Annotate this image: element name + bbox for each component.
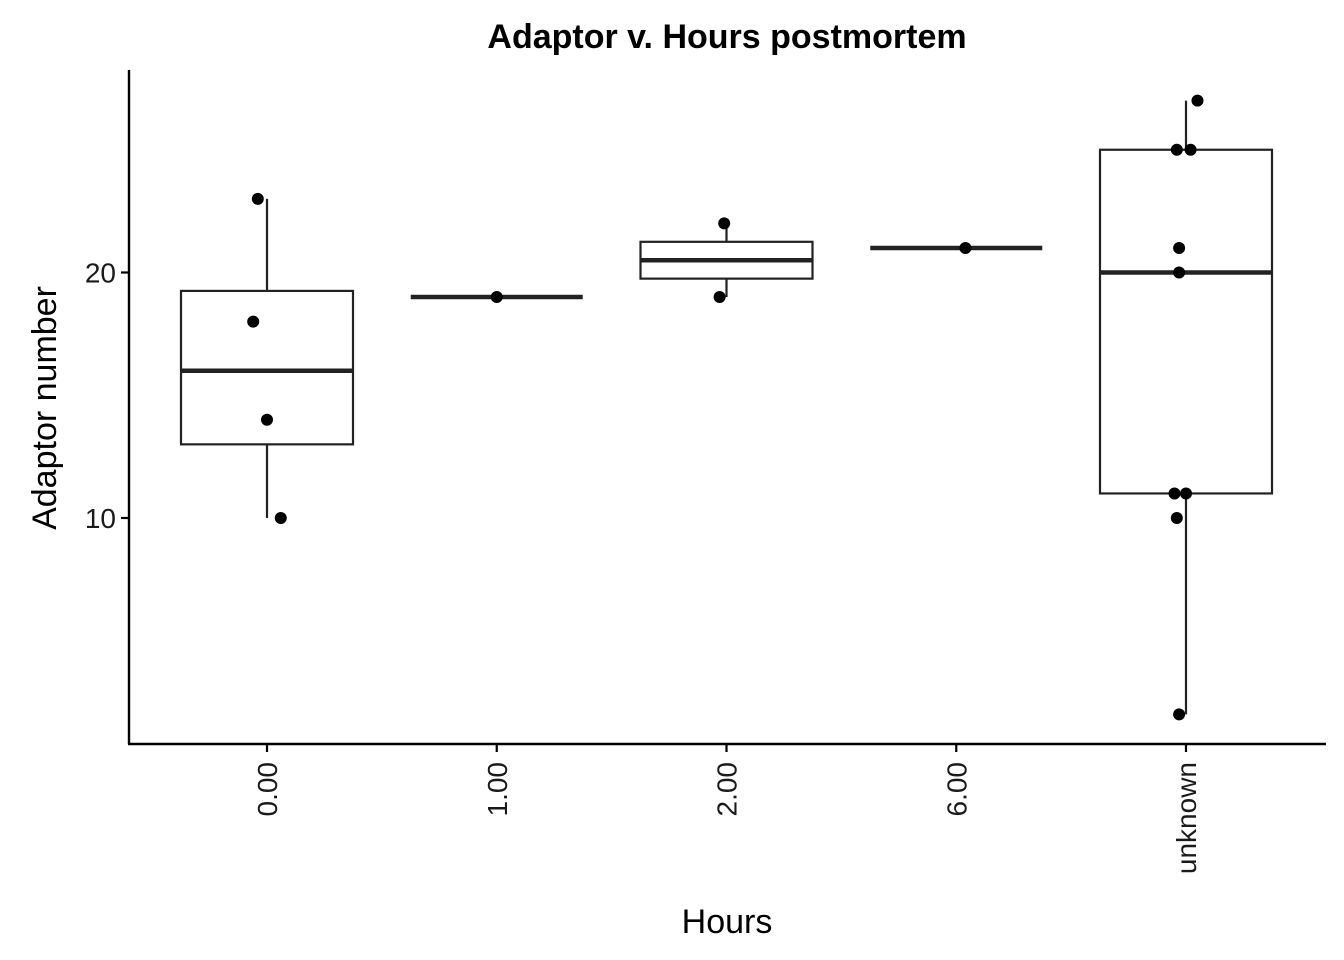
data-point [1170, 512, 1183, 524]
x-tick-label: 1.00 [482, 762, 513, 817]
data-point [1184, 143, 1197, 156]
y-axis-label: Adaptor number [26, 286, 64, 530]
box-group [639, 223, 814, 298]
plot-area [179, 94, 1274, 721]
chart-title: Adaptor v. Hours postmortem [487, 18, 966, 56]
y-tick-label: 20 [85, 258, 116, 289]
data-point [1168, 487, 1181, 500]
y-tick-label: 10 [85, 503, 116, 534]
data-point [1173, 241, 1186, 254]
data-point [1173, 708, 1186, 721]
data-point [718, 217, 731, 230]
data-point [1180, 487, 1192, 500]
data-point [261, 413, 273, 426]
data-point [1191, 94, 1204, 107]
box-group [1098, 100, 1274, 715]
data-point [1170, 143, 1183, 156]
data-point [959, 241, 972, 254]
data-point [490, 291, 503, 304]
box-group [179, 198, 355, 518]
x-tick-label: 0.00 [252, 762, 283, 817]
x-tick-label: 2.00 [712, 762, 743, 817]
box-rect [1098, 148, 1274, 495]
x-axis-label: Hours [682, 903, 773, 941]
data-point [713, 291, 726, 304]
x-tick-label: 6.00 [941, 762, 972, 817]
data-point [1173, 266, 1186, 279]
x-tick-label: unknown [1171, 762, 1202, 874]
data-point [251, 192, 264, 205]
data-point [247, 315, 260, 328]
data-point [274, 512, 287, 524]
